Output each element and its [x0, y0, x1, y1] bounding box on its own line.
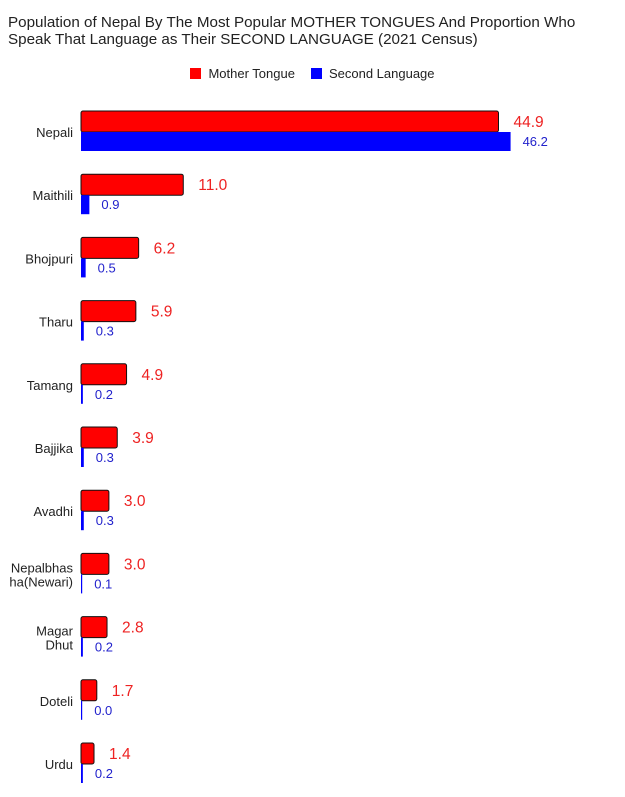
- value-label-mother-tongue: 11.0: [198, 177, 227, 194]
- value-label-second-language: 0.5: [98, 260, 116, 275]
- value-label-second-language: 0.3: [96, 324, 114, 339]
- value-label-second-language: 46.2: [523, 134, 548, 149]
- value-label-mother-tongue: 6.2: [154, 240, 176, 257]
- value-label-mother-tongue: 44.9: [514, 114, 544, 131]
- bar-mother-tongue: [80, 110, 499, 133]
- value-label-second-language: 0.9: [101, 197, 119, 212]
- bar-second-language: [81, 448, 84, 467]
- category-label: Nepali: [36, 125, 73, 140]
- category-label: Avadhi: [33, 504, 73, 519]
- bar-mother-tongue: [80, 742, 95, 765]
- bar-second-language: [81, 132, 511, 151]
- category-label: Bhojpuri: [25, 251, 73, 266]
- category-label: Tamang: [27, 378, 73, 393]
- chart-title: Population of Nepal By The Most Popular …: [8, 14, 576, 48]
- legend-swatch-mother-tongue: [190, 68, 202, 79]
- bar-mother-tongue: [80, 236, 140, 259]
- bar-second-language: [81, 574, 83, 594]
- bar-mother-tongue: [80, 300, 137, 323]
- value-label-second-language: 0.0: [94, 703, 112, 718]
- value-label-second-language: 0.2: [95, 766, 113, 781]
- bar-mother-tongue: [80, 173, 184, 196]
- category-label: Urdu: [45, 757, 73, 772]
- value-label-mother-tongue: 1.7: [112, 683, 134, 700]
- bar-second-language: [81, 384, 83, 404]
- value-label-mother-tongue: 3.9: [132, 430, 154, 447]
- category-label: Tharu: [39, 315, 73, 330]
- value-label-mother-tongue: 3.0: [124, 493, 146, 510]
- value-label-mother-tongue: 2.8: [122, 620, 144, 637]
- category-label: Dhut: [46, 638, 74, 653]
- bar-mother-tongue: [80, 363, 128, 386]
- value-label-second-language: 0.1: [94, 576, 112, 591]
- legend-label-second-language: Second Language: [328, 66, 435, 81]
- legend-item-mother-tongue: Mother Tongue: [190, 66, 295, 81]
- value-label-second-language: 0.2: [95, 640, 113, 655]
- value-label-second-language: 0.3: [96, 513, 114, 528]
- legend: Mother Tongue Second Language: [0, 66, 625, 81]
- bar-second-language: [81, 195, 90, 215]
- bar-second-language: [81, 637, 83, 657]
- legend-swatch-second-language: [310, 68, 322, 79]
- bar-second-language: [81, 321, 84, 341]
- legend-label-mother-tongue: Mother Tongue: [208, 66, 295, 81]
- bar-second-language: [81, 511, 84, 531]
- bar-mother-tongue: [80, 552, 110, 575]
- bar-second-language: [81, 764, 83, 783]
- category-label: Doteli: [40, 694, 73, 709]
- bar-second-language: [81, 258, 86, 278]
- bar-mother-tongue: [80, 426, 118, 449]
- value-label-second-language: 0.3: [96, 450, 114, 465]
- value-label-mother-tongue: 3.0: [124, 556, 146, 573]
- category-label: Bajjika: [35, 441, 74, 456]
- value-label-mother-tongue: 5.9: [151, 304, 173, 321]
- value-label-second-language: 0.2: [95, 387, 113, 402]
- value-label-mother-tongue: 1.4: [109, 746, 131, 763]
- category-label: Nepalbhas: [11, 560, 74, 575]
- bar-mother-tongue: [80, 679, 98, 702]
- legend-item-second-language: Second Language: [310, 66, 435, 81]
- category-label: Magar: [36, 624, 74, 639]
- value-label-mother-tongue: 4.9: [142, 367, 164, 384]
- bar-mother-tongue: [80, 489, 110, 512]
- category-label: Maithili: [33, 188, 74, 203]
- bar-mother-tongue: [80, 616, 108, 639]
- bar-second-language: [81, 700, 83, 720]
- category-label: ha(Newari): [9, 574, 73, 589]
